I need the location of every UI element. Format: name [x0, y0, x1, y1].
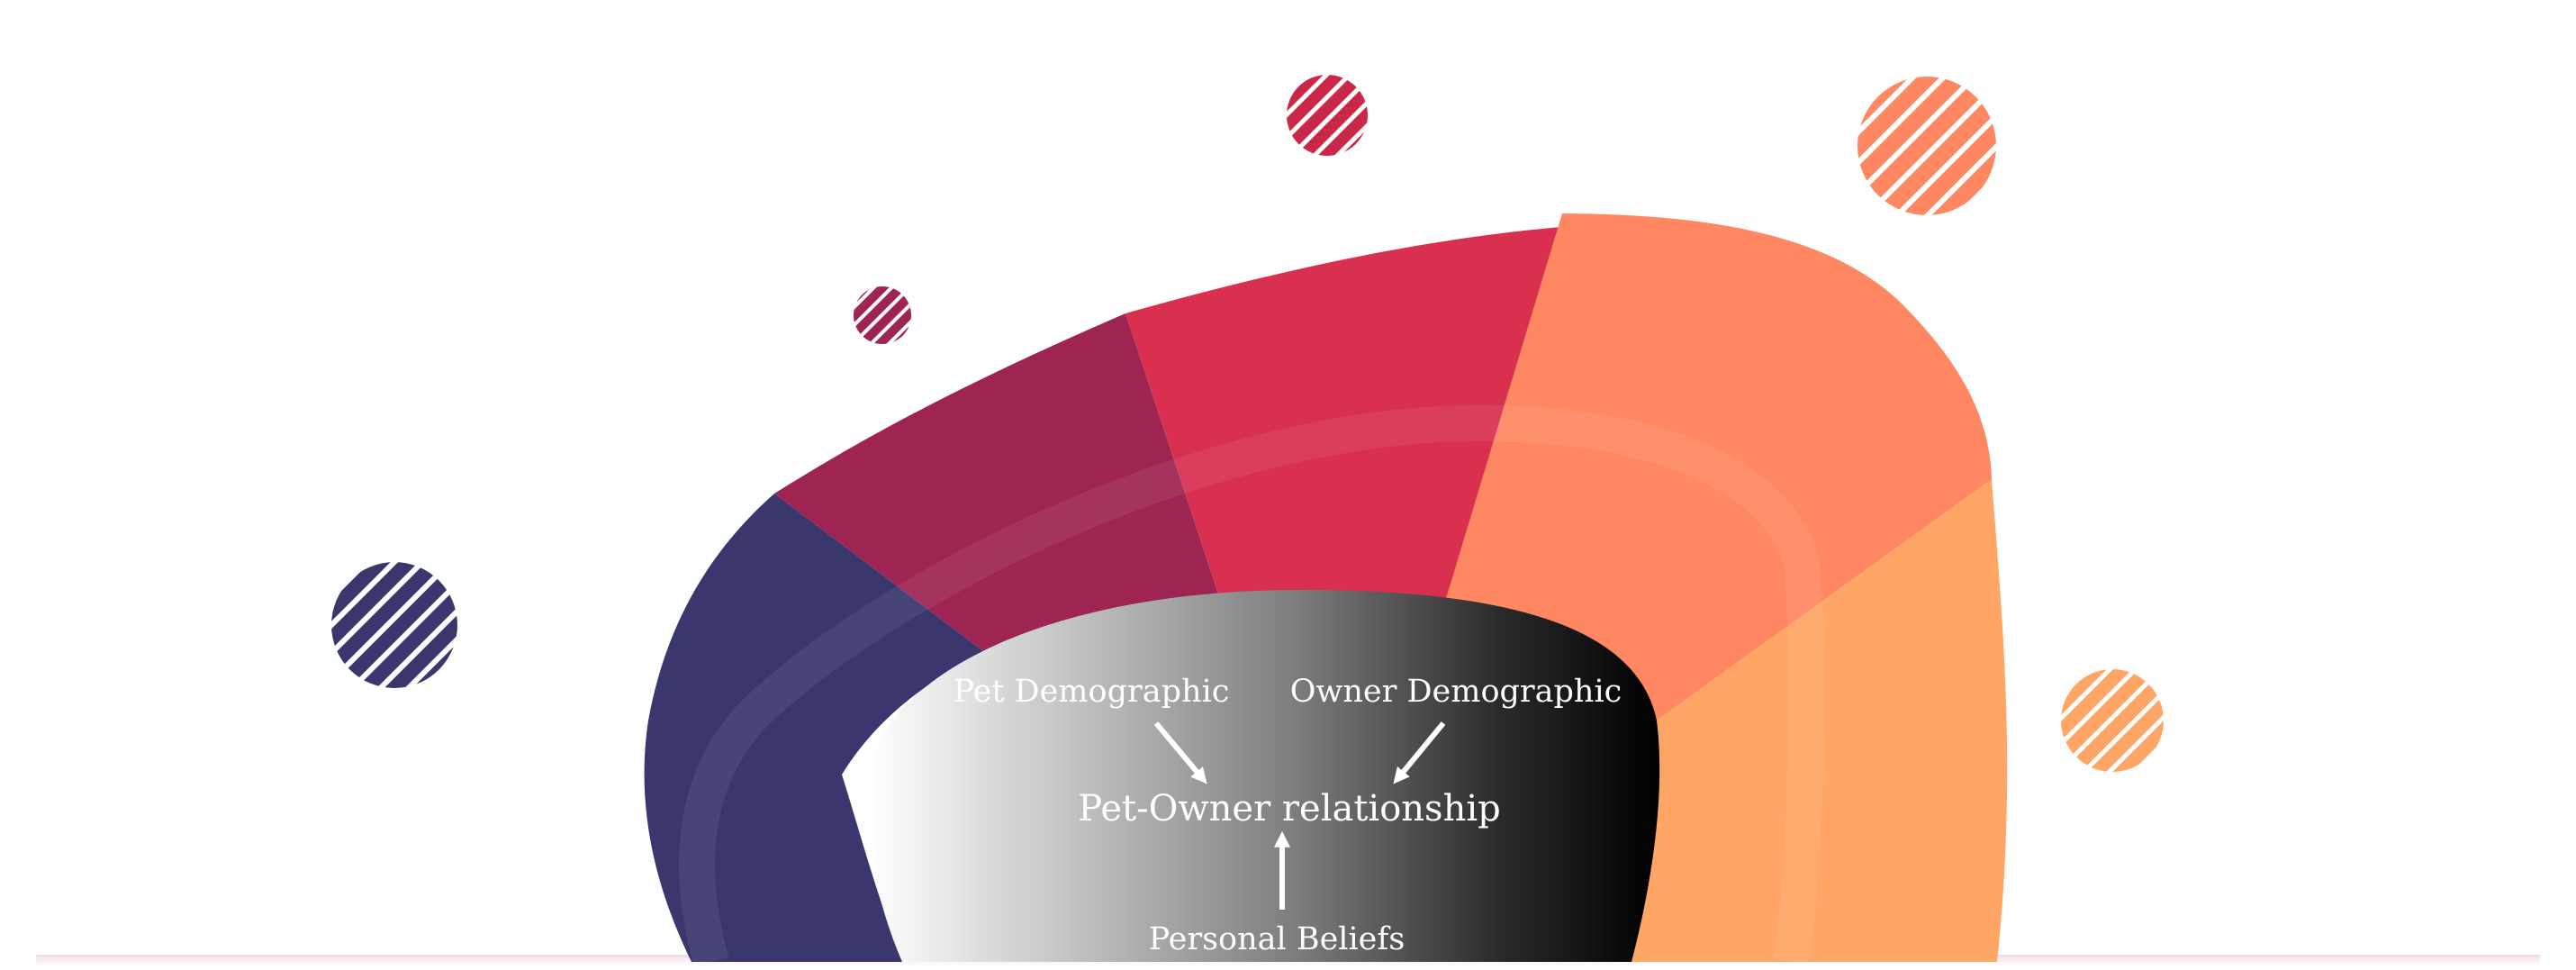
- arch-segment-plum: [774, 313, 1220, 653]
- arch-segment-peach: [1631, 479, 2008, 962]
- arch-inner-band: [679, 404, 1825, 967]
- label-center-relationship: Pet-Owner relationship: [1078, 788, 1501, 829]
- arch-segment-coral: [1445, 213, 1992, 721]
- label-pet-demographic: Pet Demographic: [954, 674, 1230, 710]
- hatched-circle-crimson: [1287, 75, 1368, 156]
- arch-segment-navy: [644, 494, 986, 962]
- arch-segment-crimson: [1125, 227, 1562, 602]
- label-owner-demographic: Owner Demographic: [1290, 674, 1622, 710]
- label-personal-beliefs: Personal Beliefs: [1149, 921, 1406, 957]
- hatched-circle-peach: [2061, 669, 2164, 772]
- arrow-pet-to-relationship: [1153, 721, 1207, 784]
- hatched-circle-plum: [854, 286, 911, 344]
- hatched-circle-navy: [331, 562, 457, 688]
- arrow-owner-to-relationship: [1393, 721, 1446, 784]
- hatched-circle-coral: [1857, 77, 1996, 215]
- center-dome: [867, 590, 1660, 962]
